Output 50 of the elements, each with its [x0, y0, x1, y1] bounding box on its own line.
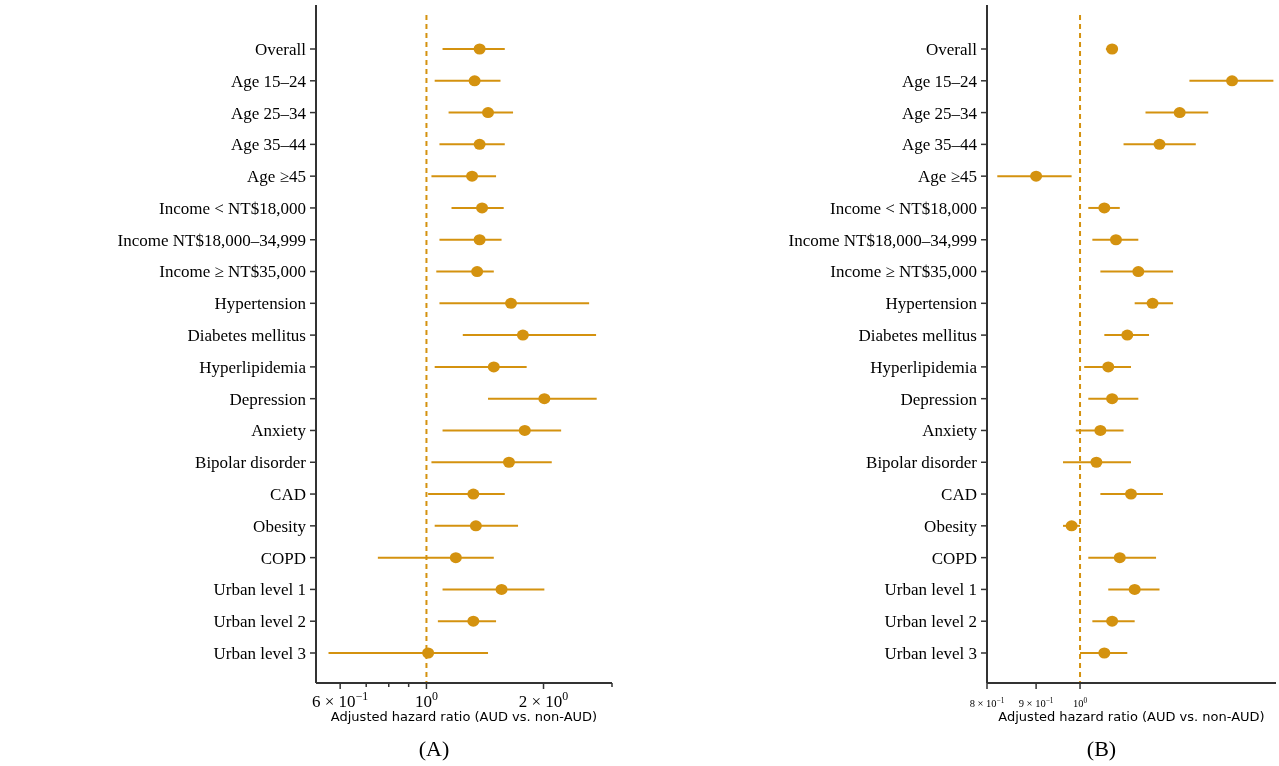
y-tick-label: Diabetes mellitus [187, 326, 306, 346]
y-tick-label: Age 35–44 [230, 135, 307, 155]
y-tick-label: Anxiety [251, 421, 307, 441]
y-tick-label: Age 25–34 [901, 103, 978, 123]
y-tick-label: Overall [926, 39, 978, 59]
y-tick-label: Age 25–34 [230, 103, 307, 123]
y-tick-label: Urban level 3 [213, 643, 306, 663]
text: (A) [418, 736, 450, 761]
y-tick-label: Income < NT$18,000 [830, 198, 977, 218]
y-tick-label: Income NT$18,000–34,999 [117, 230, 306, 250]
y-tick-label: CAD [941, 485, 977, 504]
y-tick-label: Obesity [253, 516, 307, 536]
y-tick-label: Urban level 2 [213, 612, 306, 632]
x-tick-label: 9 × 10$^{−1}$ [1018, 695, 1054, 709]
x-tick-label: 10$^{0}$ [414, 689, 438, 711]
y-tick-label: Age 35–44 [901, 135, 978, 155]
y-tick-label: Hyperlipidemia [199, 357, 307, 377]
y-tick-label: Diabetes mellitus [858, 326, 977, 346]
y-tick-label: Urban level 2 [884, 612, 977, 632]
y-tick-label: Urban level 1 [213, 580, 306, 600]
x-tick-label: 2 × 10$^{0}$ [518, 689, 569, 711]
y-tick-label: Age 15–24 [901, 71, 978, 91]
y-tick-label: Urban level 3 [884, 643, 977, 663]
y-tick-label: COPD [260, 548, 306, 568]
y-tick-label: Obesity [924, 516, 978, 536]
x-axis-title: Adjusted hazard ratio (AUD vs. non-AUD) [998, 709, 1265, 724]
y-tick-label: Income ≥ NT$35,000 [830, 262, 977, 282]
x-tick-label: 8 × 10$^{−1}$ [969, 695, 1005, 709]
y-tick-label: Bipolar disorder [866, 453, 978, 473]
x-axis-title: Adjusted hazard ratio (AUD vs. non-AUD) [330, 709, 598, 724]
y-tick-label: Income < NT$18,000 [159, 198, 306, 218]
y-tick-label: Income NT$18,000–34,999 [788, 230, 977, 250]
y-tick-label: COPD [931, 548, 977, 568]
y-tick-label: Hypertension [885, 294, 978, 314]
y-tick-label: Age ≥45 [918, 167, 977, 187]
y-tick-label: Bipolar disorder [195, 453, 307, 473]
y-tick-label: Hyperlipidemia [870, 357, 978, 377]
y-tick-label: Depression [229, 389, 307, 409]
y-tick-label: Depression [900, 389, 978, 409]
y-tick-label: CAD [270, 485, 306, 504]
y-tick-label: Age 15–24 [230, 71, 307, 91]
y-tick-label: Overall [255, 39, 307, 59]
y-tick-label: Urban level 1 [884, 580, 977, 600]
x-tick-label: 6 × 10$^{−1}$ [312, 689, 369, 711]
y-tick-label: Age ≥45 [247, 167, 306, 187]
y-tick-label: Anxiety [922, 421, 978, 441]
y-tick-label: Income ≥ NT$35,000 [159, 262, 306, 282]
y-tick-label: Hypertension [214, 294, 307, 314]
x-tick-label: 10$^{0}$ [1072, 695, 1088, 709]
text: (B) [1086, 736, 1117, 761]
